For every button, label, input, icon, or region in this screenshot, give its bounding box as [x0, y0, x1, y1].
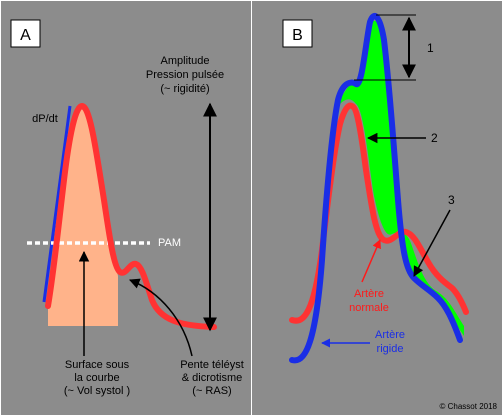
stiff-artery-curve	[289, 13, 463, 364]
amplitude-label-line2: Pression pulsée	[146, 69, 224, 81]
rigid-artery-label-line1: Artère	[375, 329, 405, 341]
marker-1-label: 1	[427, 41, 434, 55]
amplitude-label-line3: (~ rigidité)	[160, 83, 209, 95]
surface-label-line2: la courbe	[74, 372, 119, 384]
copyright-text: © Chassot 2018	[440, 402, 498, 411]
pam-label: PAM	[158, 237, 181, 249]
panel-a-background	[1, 1, 251, 415]
panel-b-label: B	[292, 27, 303, 44]
slope-label-line3: (~ RAS)	[192, 385, 231, 397]
area-under-curve	[48, 108, 118, 326]
normal-pointer	[361, 239, 381, 283]
amplitude-label-line1: Amplitude	[161, 55, 210, 67]
normal-artery-label-line1: Artère	[354, 288, 384, 300]
dpdt-slope-line	[42, 105, 72, 303]
slope-label-line2: & dicrotisme	[182, 372, 243, 384]
panel-b-label-box	[282, 19, 313, 48]
surface-label-line3: (~ Vol systol )	[64, 385, 130, 397]
surface-label-line1: Surface sous	[65, 359, 130, 371]
normal-artery-label-line2: normale	[349, 302, 389, 314]
slope-label-line1: Pente téléyst	[180, 359, 244, 371]
panel-a-label: A	[20, 27, 31, 44]
marker-3-label: 3	[448, 193, 455, 207]
difference-area	[340, 20, 464, 337]
rigid-artery-label-line2: rigide	[377, 343, 404, 355]
panel-a-label-box	[10, 19, 41, 48]
dpdt-label: dP/dt	[32, 113, 58, 125]
marker-2-label: 2	[431, 131, 438, 145]
slope-pointer-arrow	[129, 278, 193, 357]
marker-3-pointer	[413, 209, 451, 277]
